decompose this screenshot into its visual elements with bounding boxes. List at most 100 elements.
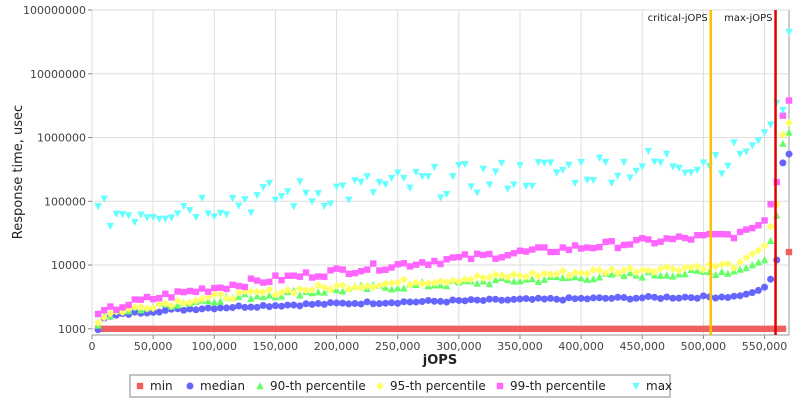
data-point <box>455 161 463 169</box>
data-point <box>761 283 769 291</box>
data-point <box>663 271 671 279</box>
data-point <box>301 286 310 295</box>
data-point <box>308 300 316 308</box>
data-point <box>455 296 463 304</box>
data-point <box>700 231 707 239</box>
data-point <box>479 297 487 305</box>
data-point <box>266 325 273 333</box>
data-point <box>485 295 493 303</box>
data-point <box>192 213 200 222</box>
data-point <box>424 173 432 181</box>
data-point <box>565 294 573 302</box>
data-point <box>662 262 671 271</box>
data-point <box>185 298 194 307</box>
data-point <box>406 184 414 192</box>
data-point <box>437 297 444 305</box>
data-point <box>601 268 610 277</box>
data-point <box>210 290 219 299</box>
data-point <box>344 285 353 294</box>
data-point <box>638 163 646 171</box>
data-point <box>296 273 304 280</box>
threshold-markers: critical-jOPS max-jOPS <box>648 10 777 335</box>
data-point <box>674 266 683 275</box>
data-point <box>332 281 341 290</box>
data-point <box>149 213 157 222</box>
data-point <box>681 169 689 177</box>
data-point <box>436 194 445 202</box>
data-point <box>675 325 683 333</box>
data-point <box>400 325 408 333</box>
data-point <box>785 150 793 158</box>
data-point <box>345 300 353 308</box>
data-point <box>540 269 549 278</box>
data-point <box>370 260 377 267</box>
legend-item-label: max <box>646 379 672 393</box>
data-point <box>266 278 273 286</box>
data-point <box>302 269 310 276</box>
data-point <box>718 293 726 301</box>
data-point <box>504 296 512 304</box>
data-point <box>168 325 175 333</box>
data-point <box>620 271 628 280</box>
data-point <box>742 148 750 156</box>
y-axis-ticks: 1000 10000 100000 1000000 10000000 100000000 <box>23 4 92 336</box>
data-point <box>192 288 200 295</box>
data-point <box>350 283 359 292</box>
y-tick-label: 10000000 <box>30 68 86 81</box>
data-point <box>534 294 542 302</box>
data-point <box>729 263 738 272</box>
legend-box <box>129 374 671 398</box>
data-point <box>186 207 194 215</box>
data-point <box>461 161 469 169</box>
data-point <box>724 325 732 333</box>
data-point <box>284 325 291 333</box>
x-tick-label: 200,000 <box>314 340 360 353</box>
data-point <box>632 236 640 244</box>
data-point <box>540 159 549 167</box>
data-point <box>638 294 646 302</box>
data-point <box>290 325 297 333</box>
data-point <box>675 294 683 302</box>
data-point <box>296 302 304 310</box>
data-point <box>760 129 769 137</box>
data-point <box>376 325 383 333</box>
data-point <box>553 295 561 303</box>
data-point <box>565 161 573 170</box>
data-point <box>736 228 744 236</box>
data-point <box>577 268 586 277</box>
data-point <box>595 273 604 281</box>
data-point <box>577 325 585 333</box>
data-point <box>351 325 359 333</box>
data-point <box>106 222 115 231</box>
data-point <box>351 177 359 185</box>
data-point <box>180 325 187 333</box>
data-point <box>235 325 242 333</box>
data-point <box>296 325 304 333</box>
data-point <box>681 293 689 301</box>
data-point <box>198 305 206 313</box>
data-point <box>711 270 720 278</box>
data-point <box>443 325 450 333</box>
data-point <box>284 301 292 309</box>
data-point <box>271 290 280 299</box>
data-point <box>577 245 585 252</box>
data-point <box>106 309 115 318</box>
data-point <box>779 325 787 333</box>
data-point <box>559 166 567 175</box>
data-point <box>651 240 658 247</box>
data-point <box>387 285 396 293</box>
data-point <box>584 244 591 251</box>
data-point <box>167 214 176 222</box>
data-point <box>271 196 280 204</box>
data-point <box>118 210 127 219</box>
data-point <box>253 325 261 333</box>
data-point <box>522 272 531 281</box>
data-point <box>761 217 768 224</box>
x-tick-label: 550,000 <box>742 340 788 353</box>
x-tick-label: 250,000 <box>375 340 421 353</box>
data-point <box>577 294 585 302</box>
data-point <box>687 263 696 272</box>
data-point <box>510 325 518 333</box>
data-point <box>198 194 206 202</box>
data-point <box>216 297 225 305</box>
